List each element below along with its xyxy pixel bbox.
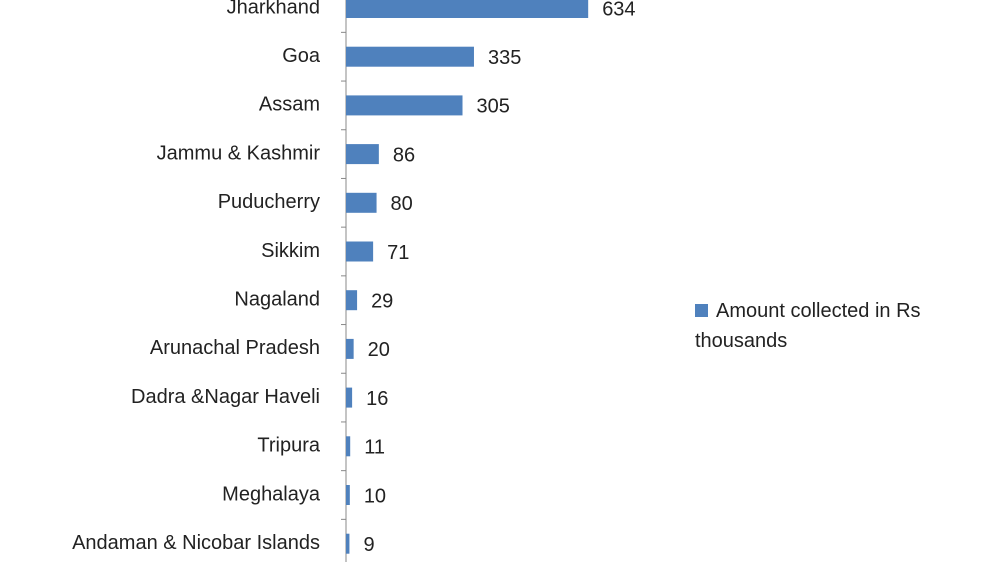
bar	[346, 436, 351, 457]
bar	[346, 192, 377, 213]
y-tick-label: Jharkhand	[227, 0, 320, 18]
bar	[346, 95, 463, 116]
legend-key	[695, 304, 708, 317]
y-tick-label: Goa	[282, 45, 321, 67]
data-label: 71	[387, 242, 409, 264]
data-label: 11	[364, 437, 385, 459]
legend: Amount collected in Rs thousands	[695, 296, 975, 356]
bar	[346, 338, 354, 359]
data-label: 335	[488, 47, 521, 69]
bar	[346, 241, 374, 262]
y-tick-label: Nagaland	[234, 288, 320, 310]
data-label: 86	[393, 144, 415, 166]
y-tick-label: Arunachal Pradesh	[150, 337, 320, 359]
data-label: 20	[368, 339, 390, 361]
y-tick-label: Dadra &Nagar Haveli	[131, 386, 320, 408]
bar	[346, 387, 353, 408]
data-label: 10	[364, 485, 386, 507]
data-label: 305	[477, 96, 510, 118]
bar	[346, 46, 474, 67]
y-tick-label: Meghalaya	[222, 483, 321, 505]
bar	[346, 0, 589, 18]
y-tick-label: Sikkim	[261, 240, 320, 262]
legend-label: Amount collected in Rs thousands	[695, 300, 921, 352]
data-label: 16	[366, 388, 388, 410]
bar	[346, 533, 350, 554]
y-tick-label: Assam	[259, 94, 320, 116]
y-tick-label: Andaman & Nicobar Islands	[72, 532, 320, 554]
y-tick-label: Jammu & Kashmir	[157, 142, 321, 164]
y-tick-label: Puducherry	[218, 191, 320, 213]
bar	[346, 485, 350, 505]
data-label: 9	[363, 534, 374, 556]
data-label: 29	[371, 290, 393, 312]
data-label: 80	[391, 193, 413, 215]
bar	[346, 290, 358, 311]
data-label: 634	[602, 0, 635, 20]
y-tick-label: Tripura	[257, 435, 320, 457]
bar	[346, 144, 379, 165]
